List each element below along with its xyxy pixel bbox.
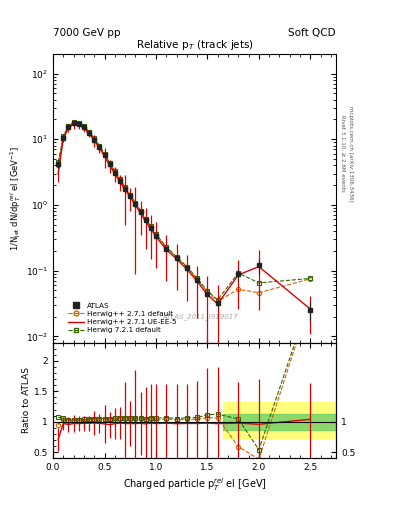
Title: Relative p$_{T}$ (track jets): Relative p$_{T}$ (track jets) xyxy=(136,38,253,52)
Text: mcplots.cern.ch [arXiv:1306.3436]: mcplots.cern.ch [arXiv:1306.3436] xyxy=(348,106,353,201)
Bar xyxy=(223,402,336,438)
Text: Rivet 3.1.10, ≥ 2.6M events: Rivet 3.1.10, ≥ 2.6M events xyxy=(340,115,345,192)
Y-axis label: Ratio to ATLAS: Ratio to ATLAS xyxy=(22,368,31,434)
Bar xyxy=(223,414,336,430)
Text: 7000 GeV pp: 7000 GeV pp xyxy=(53,28,121,38)
Text: ATLAS_2011_I919017: ATLAS_2011_I919017 xyxy=(162,313,238,319)
Legend: ATLAS, Herwig++ 2.7.1 default, Herwig++ 2.7.1 UE-EE-5, Herwig 7.2.1 default: ATLAS, Herwig++ 2.7.1 default, Herwig++ … xyxy=(68,303,176,333)
Text: Soft QCD: Soft QCD xyxy=(288,28,336,38)
Y-axis label: 1/N$_{\rm jet}$ dN/dp$_{T}^{rel}$ el [GeV$^{-1}$]: 1/N$_{\rm jet}$ dN/dp$_{T}^{rel}$ el [Ge… xyxy=(9,146,23,251)
X-axis label: Charged particle p$_{T}^{rel}$ el [GeV]: Charged particle p$_{T}^{rel}$ el [GeV] xyxy=(123,476,266,493)
